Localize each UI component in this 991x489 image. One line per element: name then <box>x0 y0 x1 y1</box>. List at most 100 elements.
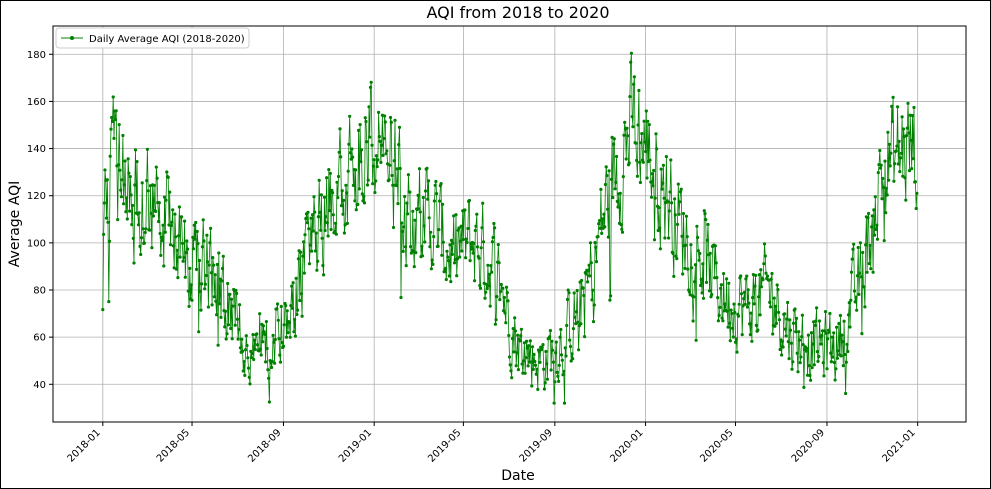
data-point <box>496 243 500 247</box>
data-point <box>854 295 858 299</box>
data-point <box>377 135 381 139</box>
data-point <box>548 335 552 339</box>
data-point <box>342 198 346 202</box>
data-point <box>191 247 196 251</box>
data-point <box>111 95 115 99</box>
data-point <box>714 261 718 265</box>
data-point <box>880 197 884 201</box>
data-point <box>197 258 202 263</box>
data-point <box>706 222 710 227</box>
data-point <box>372 158 376 162</box>
data-point <box>739 292 744 296</box>
data-point <box>223 309 228 313</box>
data-point <box>452 261 457 265</box>
data-point <box>400 229 404 233</box>
data-point <box>338 127 342 131</box>
data-point <box>177 234 181 238</box>
data-point <box>901 127 906 131</box>
data-point <box>143 230 147 235</box>
data-point <box>299 250 303 254</box>
plot-area-border <box>52 25 967 423</box>
data-point <box>817 354 821 359</box>
data-point <box>378 139 382 143</box>
data-point <box>193 237 197 241</box>
data-point <box>457 226 461 230</box>
data-point <box>888 164 892 168</box>
data-point <box>293 334 297 338</box>
data-point <box>733 340 738 344</box>
data-point <box>542 367 546 371</box>
data-point <box>277 337 281 341</box>
data-point <box>823 310 828 314</box>
legend: Daily Average AQI (2018-2020) <box>55 27 250 49</box>
data-point <box>892 179 896 183</box>
data-point <box>375 165 379 169</box>
data-point <box>759 268 763 272</box>
data-point <box>136 223 141 227</box>
data-point <box>220 266 225 271</box>
data-point <box>427 216 431 220</box>
data-point <box>446 255 450 259</box>
data-point <box>689 243 693 247</box>
data-point <box>525 339 529 343</box>
data-point <box>420 254 425 258</box>
data-point <box>882 239 886 243</box>
data-point <box>313 210 317 214</box>
data-point <box>871 270 875 274</box>
data-point <box>624 157 628 161</box>
data-point <box>645 176 649 180</box>
data-point <box>497 261 501 265</box>
data-point <box>296 257 300 261</box>
data-point <box>215 313 219 317</box>
data-point <box>695 224 699 228</box>
data-point <box>244 334 248 338</box>
data-point <box>570 352 574 356</box>
data-point <box>853 300 857 304</box>
data-point <box>103 168 107 172</box>
data-point <box>584 272 588 276</box>
data-point <box>527 344 531 348</box>
data-point <box>177 205 181 209</box>
data-point <box>615 199 619 203</box>
data-point <box>426 197 430 201</box>
y-tick-label: 160 <box>27 97 46 108</box>
data-point <box>508 363 512 367</box>
data-point <box>231 304 235 308</box>
data-point <box>493 226 497 230</box>
data-point <box>551 348 555 352</box>
data-point <box>310 249 314 253</box>
data-point <box>878 166 883 170</box>
data-point <box>551 360 556 364</box>
data-point <box>289 304 293 308</box>
data-point <box>914 206 918 211</box>
data-point <box>612 142 616 146</box>
data-point <box>635 174 640 178</box>
data-point <box>609 294 613 298</box>
data-point <box>673 213 677 217</box>
data-point <box>186 289 190 293</box>
legend-box <box>55 27 250 49</box>
data-point <box>787 357 791 361</box>
data-point <box>752 302 756 306</box>
data-point <box>691 319 695 323</box>
data-point <box>145 147 149 151</box>
data-point <box>246 356 250 360</box>
data-point <box>110 119 115 123</box>
data-point <box>339 204 344 208</box>
data-point <box>487 272 491 276</box>
data-point <box>168 243 173 247</box>
data-point <box>203 287 207 291</box>
data-point <box>569 359 573 363</box>
data-point <box>326 234 330 238</box>
data-point <box>210 303 214 307</box>
data-point <box>828 311 832 316</box>
data-point <box>399 295 403 300</box>
data-point <box>471 251 475 255</box>
data-point <box>499 289 503 294</box>
data-point <box>729 308 733 312</box>
data-point <box>433 183 437 187</box>
data-point <box>642 119 646 123</box>
data-point <box>577 348 581 352</box>
data-point <box>509 369 513 373</box>
